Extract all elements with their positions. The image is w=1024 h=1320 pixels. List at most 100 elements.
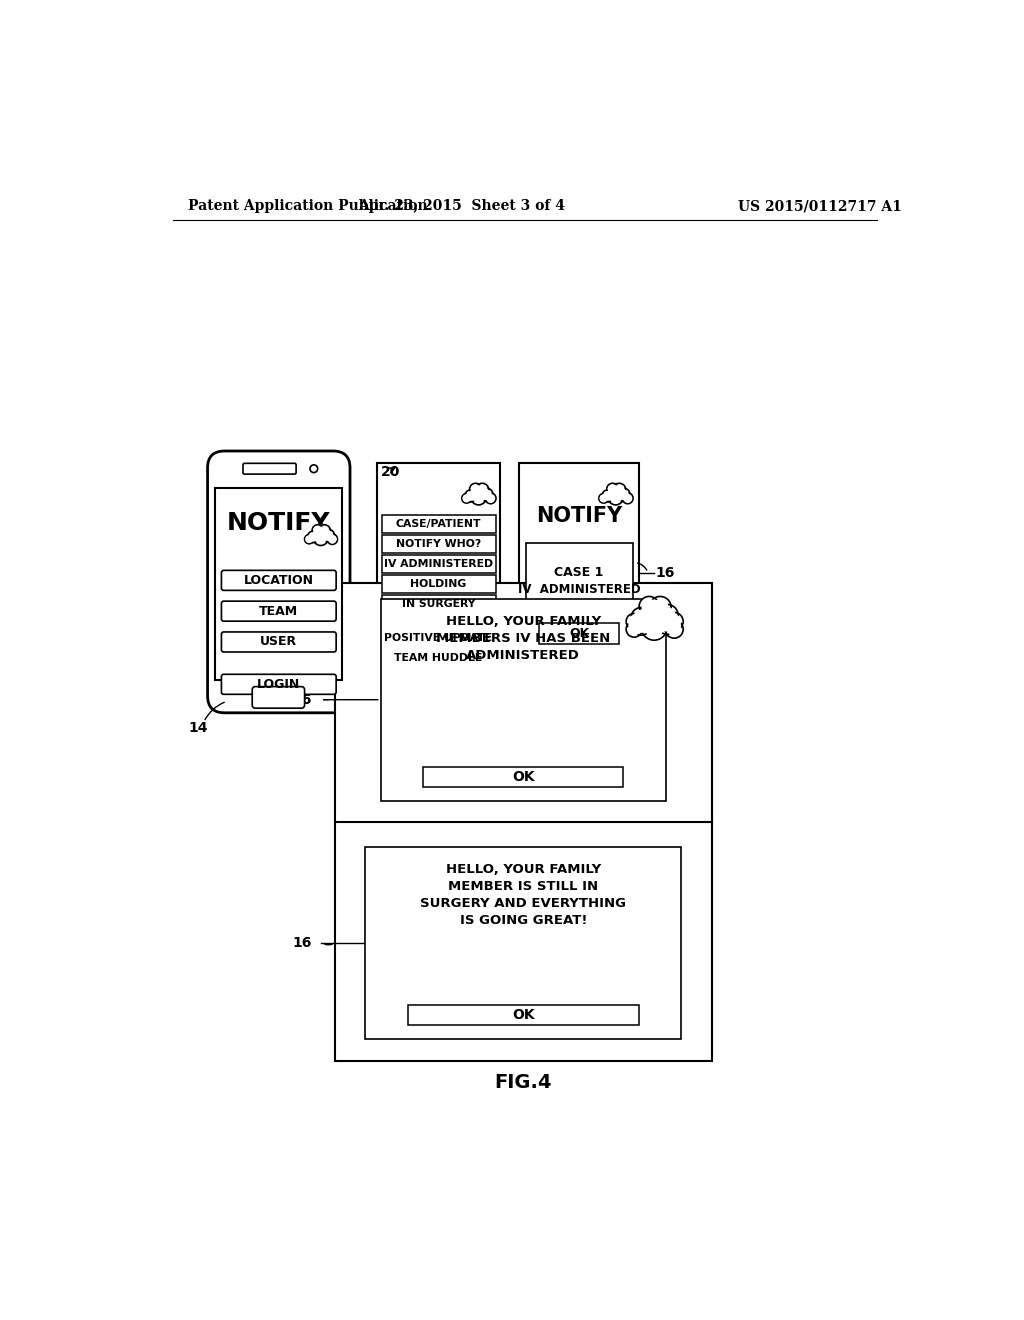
Bar (382, 595, 496, 614)
Text: NOTIFY: NOTIFY (227, 511, 331, 535)
FancyBboxPatch shape (221, 601, 336, 622)
Bar (382, 535, 496, 553)
Circle shape (599, 494, 608, 503)
Text: OK: OK (512, 770, 535, 784)
Circle shape (610, 491, 622, 503)
Text: HOLDING: HOLDING (411, 579, 467, 589)
Bar (525, 544, 633, 655)
Bar (377, 462, 500, 705)
Circle shape (324, 531, 333, 540)
Text: Patent Application Publication: Patent Application Publication (188, 199, 428, 213)
Circle shape (473, 491, 484, 503)
Circle shape (327, 535, 338, 544)
Circle shape (315, 533, 326, 544)
Bar (366, 847, 681, 1039)
Text: 18: 18 (655, 627, 675, 640)
Circle shape (624, 495, 632, 502)
Circle shape (317, 525, 331, 537)
Circle shape (652, 607, 668, 623)
Circle shape (322, 529, 335, 543)
Bar (382, 628, 496, 647)
Text: 16: 16 (292, 936, 311, 950)
Circle shape (309, 533, 317, 541)
Circle shape (631, 615, 651, 635)
Circle shape (612, 483, 626, 496)
Circle shape (471, 490, 486, 506)
Circle shape (666, 612, 683, 631)
Text: 16: 16 (292, 693, 311, 706)
Text: 16: 16 (655, 566, 675, 579)
Circle shape (642, 599, 656, 614)
Circle shape (310, 465, 317, 473)
Text: NOTIFY: NOTIFY (536, 507, 623, 527)
Circle shape (614, 486, 624, 495)
Circle shape (608, 490, 624, 506)
Text: TEAM: TEAM (259, 605, 298, 618)
Circle shape (618, 490, 628, 499)
Circle shape (623, 492, 633, 504)
Text: USER: USER (260, 635, 297, 648)
Circle shape (639, 597, 659, 616)
Circle shape (616, 488, 630, 502)
Circle shape (471, 484, 480, 494)
Circle shape (485, 492, 496, 504)
Text: ADMINISTERED: ADMINISTERED (466, 649, 581, 663)
Circle shape (631, 607, 651, 627)
Circle shape (659, 615, 675, 631)
Circle shape (486, 495, 495, 502)
Circle shape (652, 599, 668, 615)
Text: SURGERY AND EVERYTHING: SURGERY AND EVERYTHING (420, 898, 627, 911)
Circle shape (656, 605, 678, 627)
Text: IV  ADMINISTERED: IV ADMINISTERED (518, 583, 640, 597)
Circle shape (649, 597, 671, 619)
Circle shape (645, 610, 664, 628)
Bar (382, 554, 496, 573)
Circle shape (639, 605, 659, 624)
Circle shape (475, 483, 488, 496)
Text: 18: 18 (654, 1010, 674, 1023)
Circle shape (645, 618, 664, 636)
Text: OK: OK (512, 1008, 535, 1023)
Bar (382, 649, 496, 668)
FancyBboxPatch shape (221, 632, 336, 652)
Text: 20: 20 (381, 465, 400, 479)
Circle shape (467, 492, 475, 500)
Text: MEMBERS IV HAS BEEN: MEMBERS IV HAS BEEN (436, 632, 610, 645)
Circle shape (319, 527, 329, 536)
Text: Apr. 23, 2015  Sheet 3 of 4: Apr. 23, 2015 Sheet 3 of 4 (358, 199, 565, 213)
Text: LOGIN: LOGIN (257, 677, 300, 690)
Text: 14: 14 (188, 721, 208, 735)
Text: FIG.4: FIG.4 (495, 1073, 552, 1092)
Bar (215, 488, 342, 681)
Circle shape (629, 623, 640, 635)
Circle shape (307, 531, 319, 543)
Bar (382, 576, 496, 594)
Bar (519, 462, 639, 705)
Text: HELLO, YOUR FAMILY: HELLO, YOUR FAMILY (445, 863, 601, 876)
Text: OK: OK (569, 627, 589, 640)
Circle shape (626, 614, 642, 630)
Circle shape (312, 525, 324, 536)
Circle shape (602, 490, 613, 502)
Circle shape (668, 623, 681, 635)
Text: IN SURGERY: IN SURGERY (401, 599, 475, 610)
Circle shape (481, 490, 492, 499)
Circle shape (649, 605, 671, 626)
Circle shape (629, 616, 640, 627)
Circle shape (634, 610, 648, 624)
Text: MEMBER IS STILL IN: MEMBER IS STILL IN (449, 880, 598, 894)
FancyBboxPatch shape (252, 686, 304, 708)
Bar (408, 1006, 639, 1026)
FancyBboxPatch shape (221, 675, 336, 694)
Circle shape (634, 618, 648, 632)
Text: HELLO, YOUR FAMILY: HELLO, YOUR FAMILY (445, 615, 601, 628)
Text: CASE/PATIENT: CASE/PATIENT (396, 519, 481, 529)
Circle shape (313, 527, 322, 535)
Bar (540, 623, 618, 644)
Circle shape (304, 535, 313, 544)
Circle shape (666, 620, 683, 638)
Bar (423, 767, 624, 787)
Circle shape (329, 536, 336, 543)
Bar (382, 515, 496, 533)
Text: NOTIFY WHO?: NOTIFY WHO? (396, 539, 481, 549)
